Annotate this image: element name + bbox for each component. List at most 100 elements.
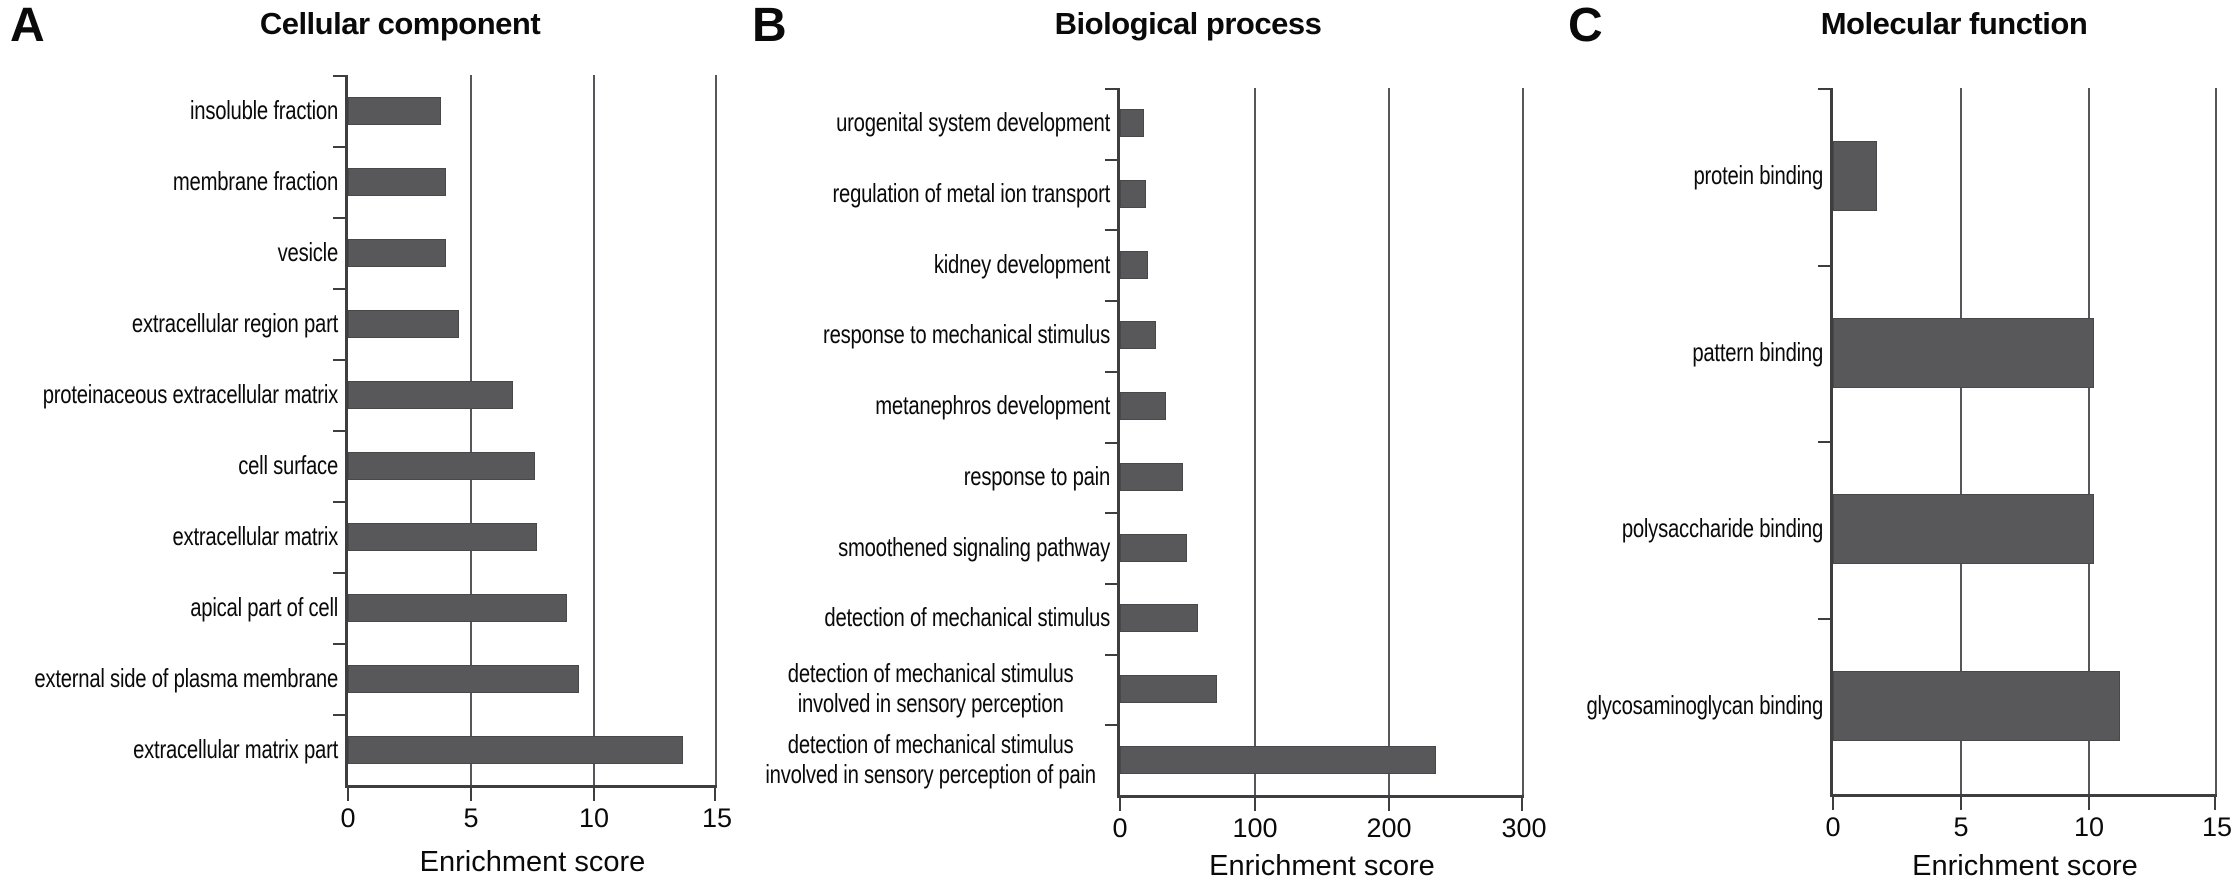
y-axis-tick	[1105, 583, 1117, 585]
panel-letter-b: B	[752, 0, 787, 52]
y-axis-tick	[1105, 88, 1117, 90]
category-label: smoothened signaling pathway	[838, 532, 1110, 563]
category-label: kidney development	[933, 249, 1110, 280]
category-label: detection of mechanical stimulus involve…	[765, 729, 1096, 789]
gridline	[715, 75, 717, 785]
x-tick-label: 15	[701, 803, 733, 833]
y-axis-tick	[1818, 265, 1830, 267]
category-label: pattern binding	[1692, 337, 1823, 368]
x-axis-tick	[1521, 798, 1523, 811]
y-axis-tick	[1105, 371, 1117, 373]
y-axis-tick	[1818, 441, 1830, 443]
x-axis-tick	[1388, 798, 1390, 811]
bar	[1120, 109, 1144, 137]
x-tick-label: 5	[1953, 812, 1969, 842]
y-axis-tick	[1105, 159, 1117, 161]
y-axis-tick	[1105, 442, 1117, 444]
bar	[348, 452, 535, 480]
category-label: extracellular matrix part	[133, 734, 338, 765]
x-tick-label: 5	[463, 803, 479, 833]
bar	[348, 665, 579, 693]
x-axis-tick	[2088, 797, 2090, 810]
category-label: response to pain	[963, 461, 1110, 492]
y-axis-tick	[333, 714, 345, 716]
category-label: proteinaceous extracellular matrix	[42, 379, 338, 410]
category-label: polysaccharide binding	[1621, 513, 1823, 544]
bar	[348, 168, 446, 196]
category-label: insoluble fraction	[190, 95, 338, 126]
bar	[1120, 180, 1146, 208]
x-tick-label: 10	[2073, 812, 2105, 842]
y-axis-tick	[1818, 88, 1830, 90]
bar	[1120, 463, 1183, 491]
y-axis-tick	[1105, 229, 1117, 231]
bar	[1120, 251, 1148, 279]
bar	[348, 381, 513, 409]
x-axis-tick	[593, 788, 595, 801]
x-axis-title: Enrichment score	[1209, 850, 1435, 882]
y-axis-tick	[1105, 512, 1117, 514]
x-axis-tick	[470, 788, 472, 801]
x-axis-tick	[347, 788, 349, 801]
x-tick-label: 200	[1366, 813, 1412, 843]
plot-area-cellular-component: 0 5 10 15	[333, 75, 732, 833]
category-label: glycosaminoglycan binding	[1586, 690, 1823, 721]
x-tick-label: 300	[1501, 813, 1547, 843]
bar	[1833, 318, 2094, 388]
plot-area-biological-process: 0 100 200 300	[1105, 88, 1547, 843]
x-tick-label: 0	[1825, 812, 1841, 842]
category-label: extracellular region part	[131, 308, 338, 339]
category-label: response to mechanical stimulus	[823, 319, 1110, 350]
gridline	[470, 75, 472, 785]
category-label: membrane fraction	[172, 166, 338, 197]
panel-title-molecular-function: Molecular function	[1820, 6, 2088, 41]
bar	[1120, 746, 1436, 774]
panel-letter-a: A	[10, 0, 45, 52]
bar	[1833, 494, 2094, 564]
gridline	[2088, 88, 2090, 794]
category-label: detection of mechanical stimulus	[824, 602, 1110, 633]
bar	[348, 97, 441, 125]
gridline	[1388, 88, 1390, 795]
gridline	[593, 75, 595, 785]
bar	[348, 310, 459, 338]
y-axis-tick	[1105, 724, 1117, 726]
category-label: urogenital system development	[836, 107, 1110, 138]
y-axis-tick	[333, 430, 345, 432]
y-axis-tick	[333, 501, 345, 503]
gridline	[1960, 88, 1962, 794]
x-axis-title: Enrichment score	[419, 846, 646, 878]
bar	[1833, 671, 2120, 741]
panel-title-cellular-component: Cellular component	[259, 6, 541, 41]
x-tick-label: 15	[2201, 812, 2233, 842]
category-label: cell surface	[238, 450, 338, 481]
x-axis-title: Enrichment score	[1912, 850, 2138, 882]
category-label: protein binding	[1693, 160, 1823, 191]
gridline	[1522, 88, 1524, 795]
y-axis-tick	[333, 572, 345, 574]
y-axis-tick	[1818, 618, 1830, 620]
bar	[348, 594, 567, 622]
bar	[1120, 534, 1187, 562]
bar	[1120, 675, 1217, 703]
y-axis-tick	[333, 75, 345, 77]
x-axis-tick	[1832, 797, 1834, 810]
x-axis-tick	[1119, 798, 1121, 811]
y-axis-tick	[333, 643, 345, 645]
plot-area-molecular-function: 0 5 10 15	[1818, 88, 2232, 842]
panel-letter-c: C	[1568, 0, 1603, 52]
y-axis-tick	[1105, 300, 1117, 302]
bar	[1120, 392, 1166, 420]
x-axis-tick	[2214, 797, 2216, 810]
x-tick-label: 10	[578, 803, 610, 833]
x-axis-tick	[1254, 798, 1256, 811]
y-axis-tick	[333, 217, 345, 219]
bar	[348, 736, 683, 764]
category-label: regulation of metal ion transport	[832, 178, 1111, 209]
bar	[1120, 321, 1156, 349]
y-axis-tick	[333, 146, 345, 148]
category-label: detection of mechanical stimulus involve…	[787, 658, 1074, 718]
